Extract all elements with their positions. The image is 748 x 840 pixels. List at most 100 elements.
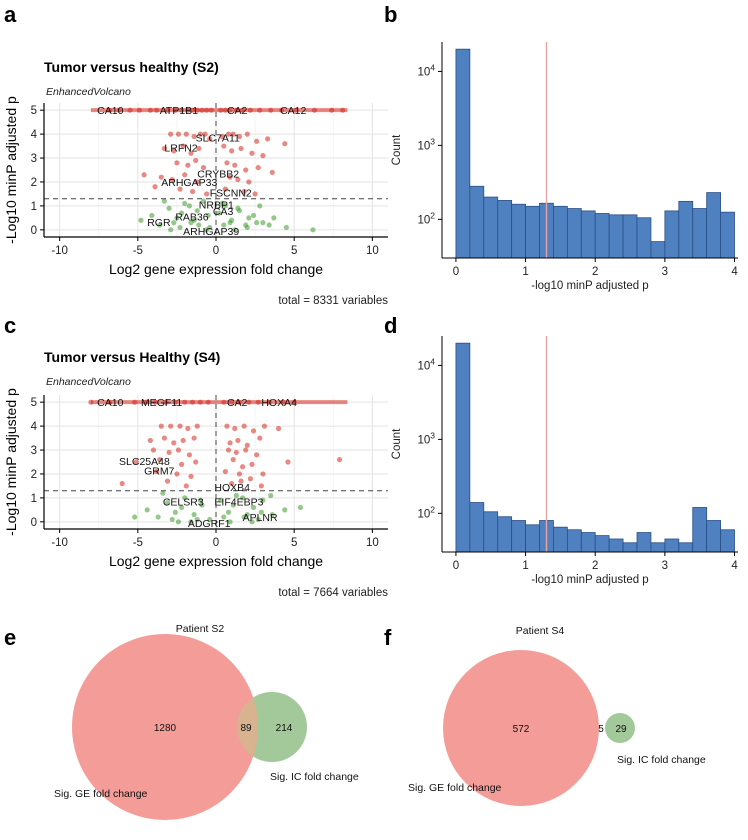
volcano-a-title: Tumor versus healthy (S2)	[44, 59, 219, 75]
x-axis-label: Log2 gene expression fold change	[109, 261, 323, 277]
data-point	[132, 514, 138, 520]
histogram-bar	[594, 213, 610, 259]
x-tick-label: 5	[291, 245, 297, 257]
data-point	[227, 519, 233, 525]
data-point	[225, 509, 232, 515]
data-point	[232, 227, 238, 233]
y-tick-label: 0	[31, 225, 37, 237]
data-point	[172, 509, 178, 515]
data-point	[232, 425, 238, 432]
data-point	[160, 490, 166, 496]
volcano-a-subtitle: EnhancedVolcano	[46, 86, 131, 98]
data-point	[219, 133, 225, 140]
y-axis-label: Count	[391, 134, 403, 165]
data-point	[260, 220, 266, 226]
gene-label: ATP1B1	[160, 105, 198, 117]
data-point	[197, 497, 203, 503]
histogram-bar	[566, 529, 582, 553]
volcano-a-caption: total = 8331 variables	[278, 295, 388, 307]
data-point	[235, 176, 241, 183]
histogram-bar	[566, 208, 582, 259]
x-tick-label: -10	[51, 245, 68, 257]
x-tick-label: 1	[522, 266, 528, 278]
venn-title: Patient S2	[176, 623, 225, 635]
x-tick-label: 3	[662, 266, 668, 278]
data-point	[179, 210, 185, 216]
data-point	[161, 435, 167, 441]
data-point	[244, 442, 250, 448]
histogram-bar	[455, 342, 471, 553]
venn-label-ge: Sig. GE fold change	[408, 782, 502, 794]
data-point	[119, 480, 125, 487]
venn-f: Patient S4 572 5 29 Sig. GE fold change Sig. …	[408, 625, 706, 806]
data-point	[191, 133, 197, 140]
data-point	[260, 471, 266, 477]
data-point	[207, 136, 213, 142]
venn-count-ge-only: 1280	[154, 723, 177, 734]
gene-label: CELSR3	[163, 496, 204, 508]
data-point	[225, 131, 232, 137]
data-point	[257, 435, 263, 441]
x-tick-label: 0	[453, 266, 459, 278]
y-tick-label: 2	[31, 469, 37, 481]
data-point	[161, 145, 167, 152]
histogram-bar	[636, 217, 652, 259]
x-tick-label: -5	[133, 537, 143, 549]
data-point	[230, 502, 236, 508]
data-point	[243, 447, 249, 453]
x-tick-label: 2	[592, 560, 598, 572]
data-point	[182, 172, 188, 178]
data-point	[168, 423, 174, 429]
data-point	[168, 227, 174, 233]
data-point	[255, 516, 261, 523]
y-tick-label: 0	[31, 517, 37, 529]
data-point	[197, 131, 203, 137]
panel-letter-e: e	[4, 625, 16, 650]
data-point	[257, 203, 263, 209]
data-point	[236, 133, 243, 140]
venn-label-ge: Sig. GE fold change	[54, 788, 148, 800]
data-point	[185, 162, 191, 168]
histogram-bar	[525, 205, 540, 259]
data-point	[155, 514, 161, 520]
data-point	[260, 497, 266, 503]
data-point	[175, 519, 182, 525]
gene-label: EIF4EBP3	[214, 496, 263, 508]
data-point	[164, 500, 171, 506]
y-tick-label: 104	[417, 356, 435, 372]
data-point	[227, 440, 233, 446]
data-point	[188, 150, 194, 156]
venn-count-ic-only: 214	[276, 723, 293, 734]
data-point	[218, 497, 224, 503]
x-tick-label: 3	[662, 560, 668, 572]
data-point	[196, 145, 202, 152]
histogram-bar	[692, 208, 708, 259]
data-point	[183, 483, 189, 489]
data-point	[186, 203, 193, 209]
y-tick-label: 4	[31, 421, 38, 433]
data-point	[269, 512, 275, 518]
venn-circle-ge	[443, 650, 599, 806]
data-point	[227, 174, 233, 180]
x-tick-label: 10	[366, 245, 379, 257]
data-point	[250, 212, 257, 219]
data-point	[246, 215, 252, 221]
y-tick-label: 4	[31, 129, 38, 141]
data-point	[204, 191, 210, 197]
y-axis-label: Count	[391, 428, 403, 459]
histogram-bar	[553, 526, 568, 553]
histogram-bar	[720, 529, 735, 553]
histogram-bar	[706, 520, 721, 553]
data-point	[175, 131, 182, 137]
histogram-d: 0 1 2 3 4 102 103 104 -log10 minP adjusted p Coun…	[391, 336, 738, 586]
x-tick-label: 1	[522, 560, 528, 572]
gene-label: CA12	[280, 105, 306, 117]
data-point	[185, 425, 191, 432]
y-tick-label: 103	[417, 430, 435, 446]
gene-label: ARHGAP33	[161, 177, 217, 189]
histogram-bar	[497, 200, 513, 259]
histogram-bar	[608, 538, 624, 553]
panel-letter-d: d	[384, 313, 397, 338]
data-point	[221, 143, 227, 149]
data-point	[229, 148, 235, 154]
